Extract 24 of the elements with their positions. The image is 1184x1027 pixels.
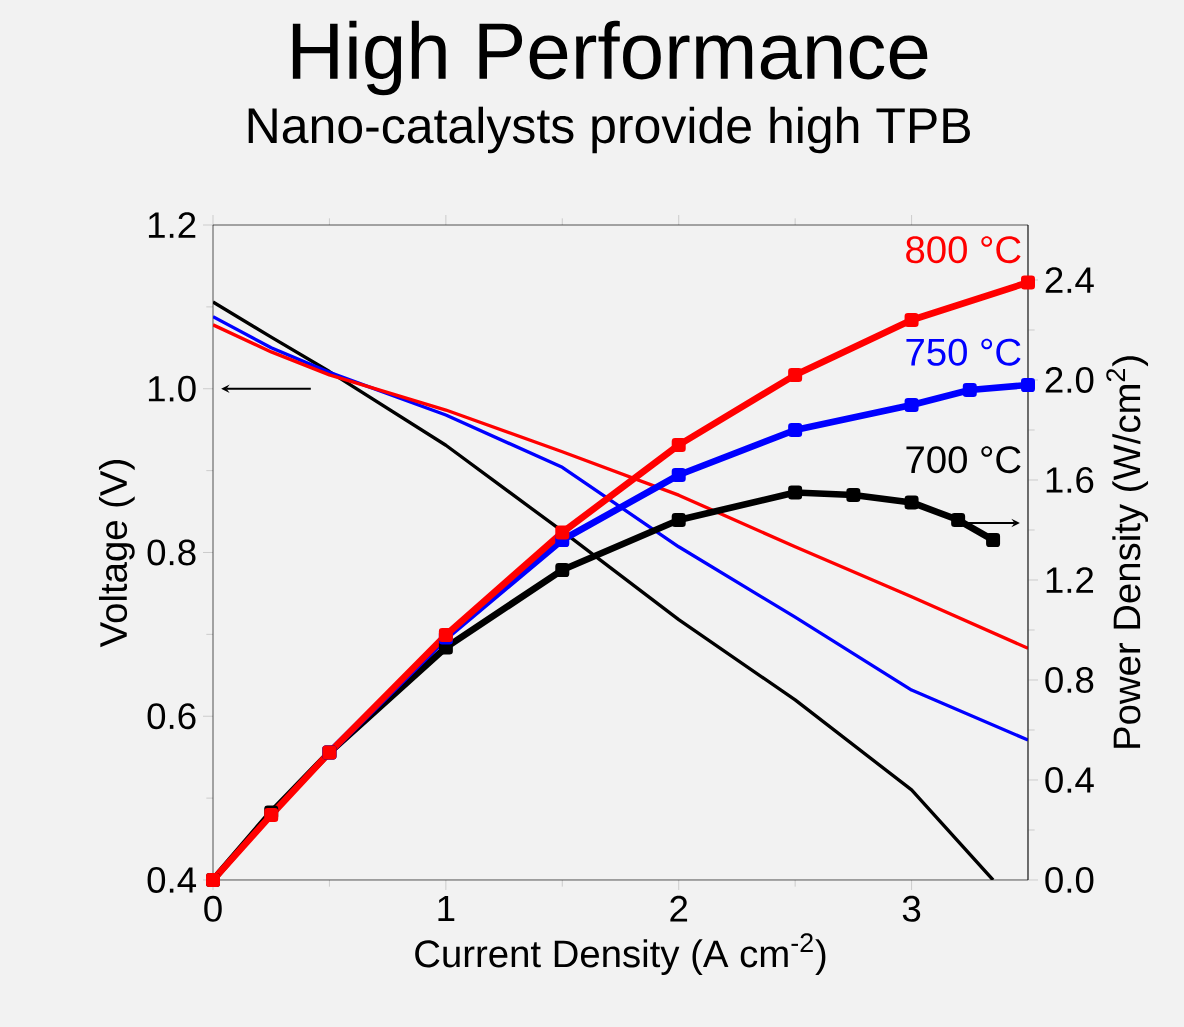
- y2-tick-label: 0.0: [1045, 866, 1094, 893]
- y-tick-label: 0.4: [147, 866, 197, 893]
- y-tick-label: 0.6: [147, 703, 196, 730]
- x-tick-label: 2: [670, 895, 688, 922]
- y-axis-title: Voltage (V): [98, 460, 135, 648]
- x-tick-label: 1: [438, 895, 455, 922]
- chart-subtitle: Nano-catalysts provide high TPB: [248, 106, 970, 154]
- y2-tick-label: 2.0: [1045, 366, 1094, 393]
- y2-tick-label: 1.6: [1046, 466, 1094, 493]
- y-tick-label: 1.0: [148, 375, 196, 402]
- x-tick-label: 0: [204, 895, 222, 922]
- x-axis-title: Current Density (A cm$^{-2}$): [415, 933, 826, 976]
- series-label: 750 °C: [906, 338, 1021, 366]
- y2-tick-label: 0.8: [1045, 666, 1094, 693]
- x-tick-label: 3: [902, 895, 921, 922]
- y-tick-label: 1.2: [148, 212, 196, 238]
- y2-tick-label: 0.4: [1045, 766, 1094, 793]
- chart-title: High Performance: [292, 20, 928, 96]
- y2-tick-label: 1.2: [1046, 567, 1094, 593]
- series-label: 800 °C: [906, 236, 1021, 264]
- y2-axis-title: Power Density (W/cm$^{2}$): [1106, 356, 1149, 748]
- series-label: 700 °C: [906, 446, 1021, 474]
- y-tick-label: 0.8: [147, 539, 196, 566]
- y2-tick-label: 2.4: [1045, 267, 1094, 293]
